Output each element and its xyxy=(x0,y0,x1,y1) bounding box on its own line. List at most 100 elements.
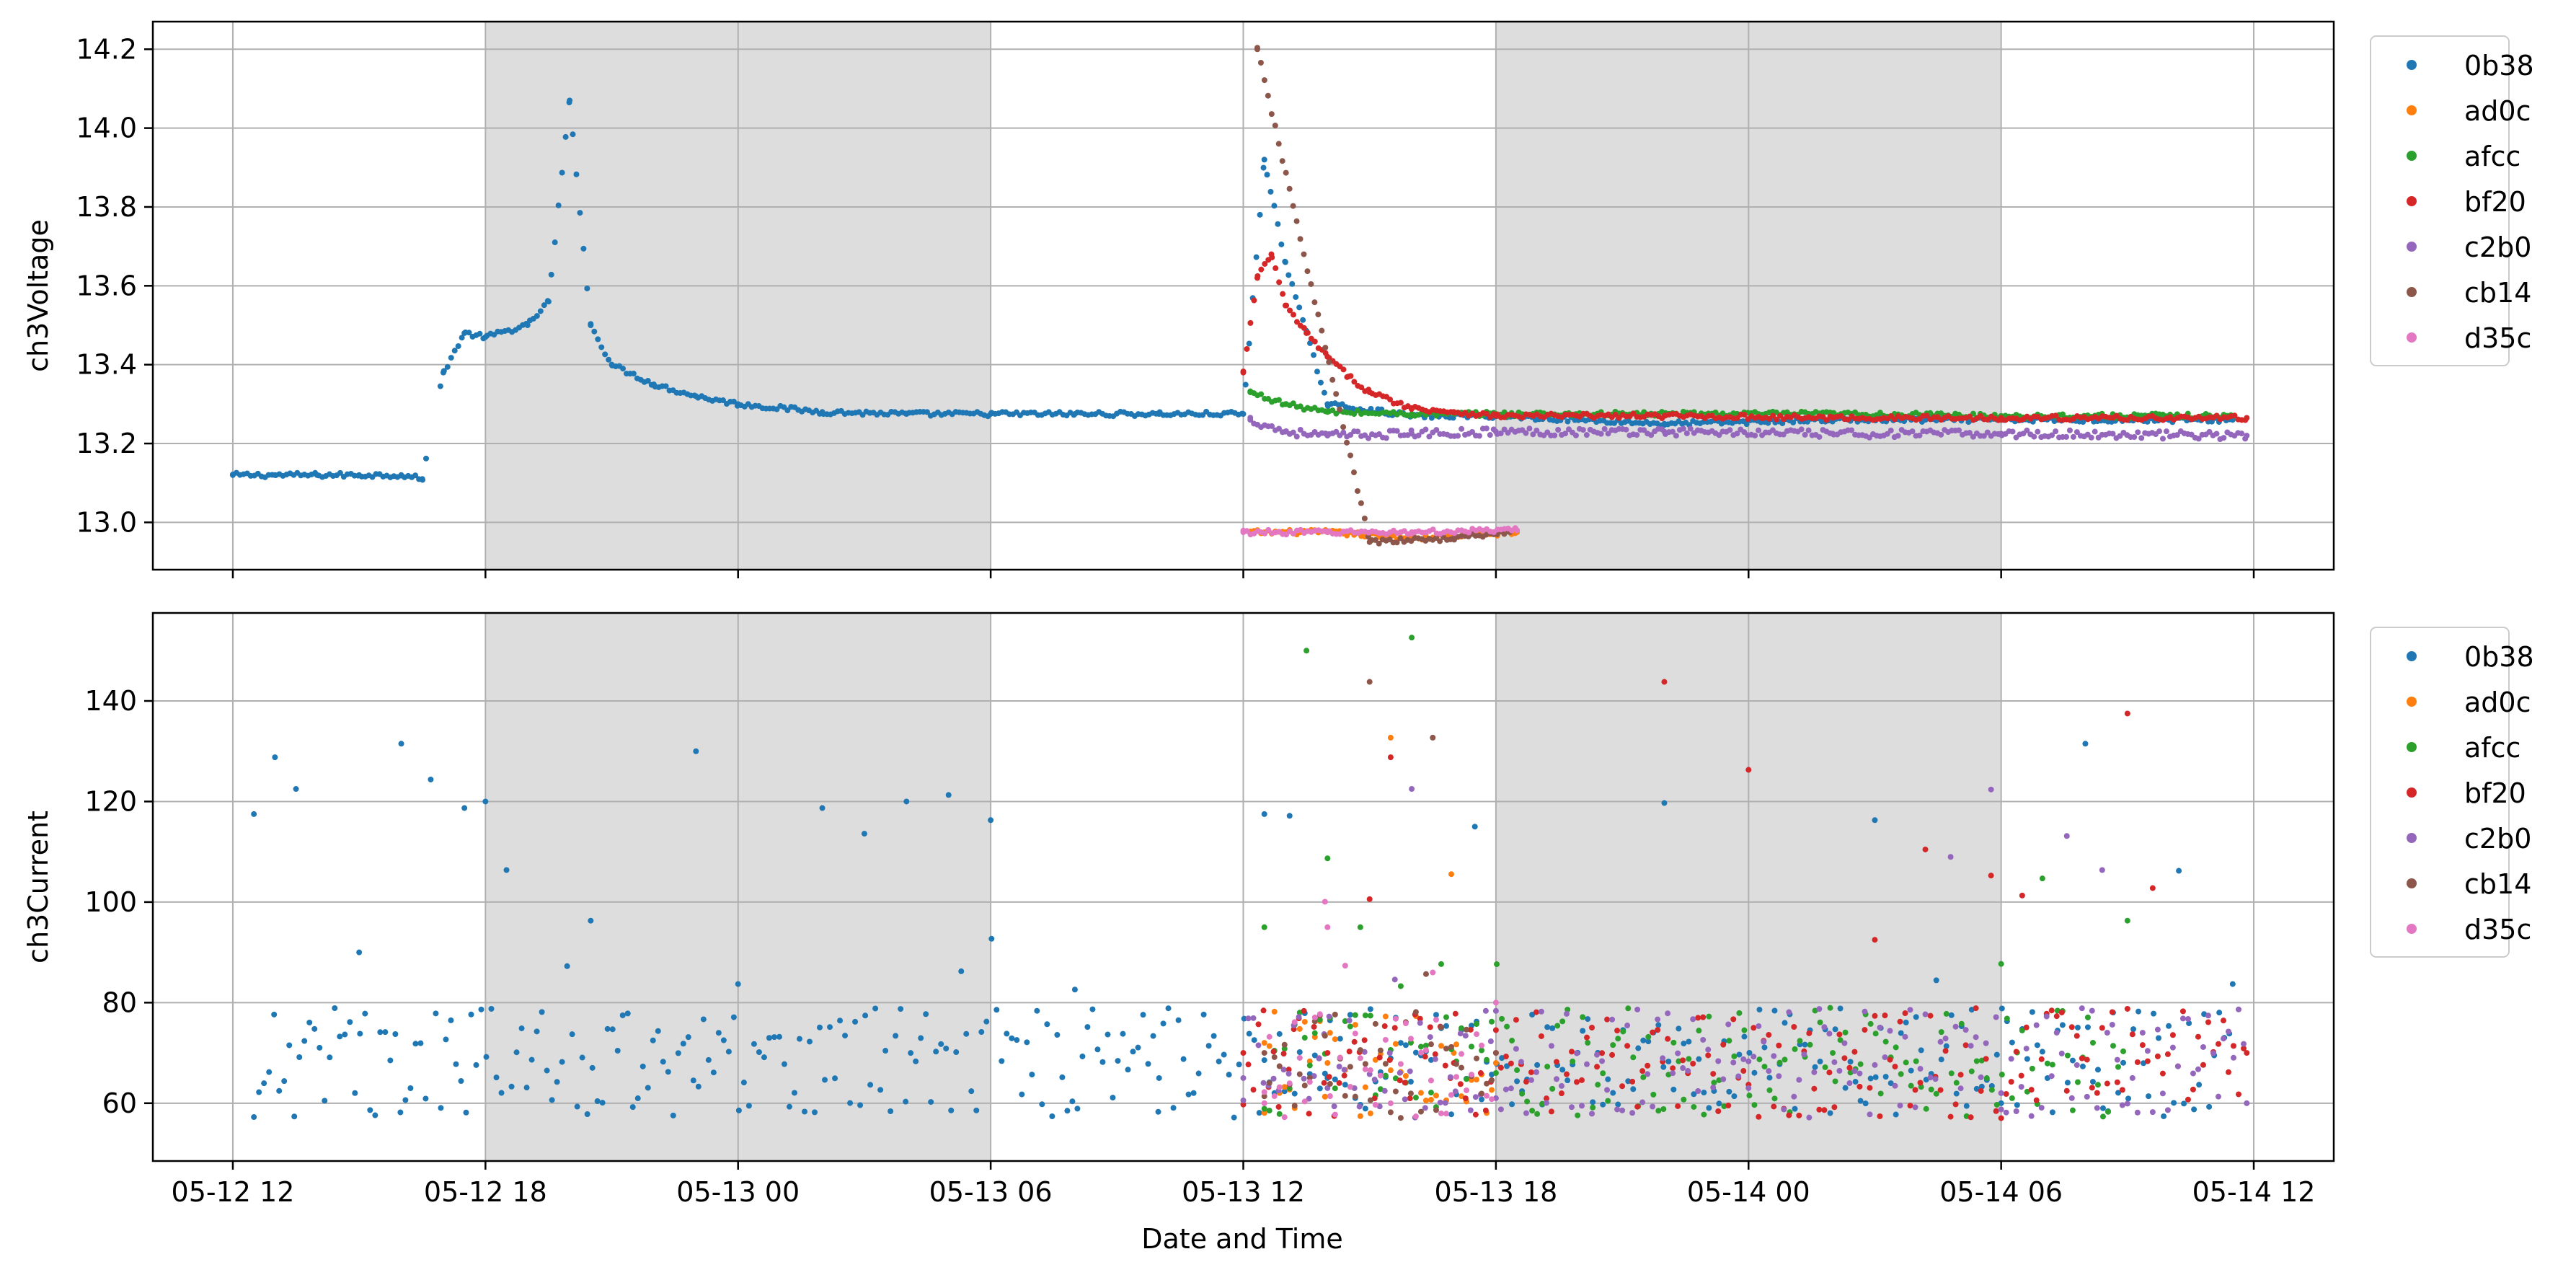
point-c2b0 xyxy=(1720,1076,1727,1082)
point-0b38 xyxy=(1645,1038,1652,1045)
point-0b38 xyxy=(1071,987,1078,993)
point-c2b0 xyxy=(1355,428,1361,435)
point-0b38 xyxy=(1125,1067,1131,1073)
point-0b38 xyxy=(272,754,278,761)
point-c2b0 xyxy=(1877,1024,1883,1030)
point-bf20 xyxy=(2220,1018,2226,1024)
point-bf20 xyxy=(1734,415,1740,421)
point-afcc xyxy=(1519,1090,1526,1097)
point-c2b0 xyxy=(1766,1068,1772,1074)
point-ad0c xyxy=(1362,1084,1368,1090)
point-c2b0 xyxy=(1966,430,1973,436)
point-0b38 xyxy=(801,1108,807,1115)
point-cb14 xyxy=(1382,1061,1389,1067)
point-cb14 xyxy=(1296,1071,1303,1077)
point-c2b0 xyxy=(1469,428,1475,435)
point-0b38 xyxy=(1696,1056,1702,1062)
point-c2b0 xyxy=(1275,425,1282,432)
point-bf20 xyxy=(2028,1087,2035,1093)
point-0b38 xyxy=(630,371,637,377)
legend-entry-label: cb14 xyxy=(2464,868,2531,900)
point-0b38 xyxy=(1676,1025,1682,1032)
point-bf20 xyxy=(2213,412,2220,419)
point-c2b0 xyxy=(1641,427,1647,433)
point-c2b0 xyxy=(1927,1074,1934,1081)
point-0b38 xyxy=(882,1048,889,1054)
point-d35c xyxy=(1492,999,1499,1006)
point-bf20 xyxy=(1391,1025,1398,1031)
point-c2b0 xyxy=(1604,1087,1611,1093)
point-c2b0 xyxy=(1306,1095,1312,1102)
point-afcc xyxy=(1474,1020,1480,1027)
point-afcc xyxy=(1998,961,2004,967)
point-d35c xyxy=(1387,1100,1394,1106)
point-afcc xyxy=(1534,1111,1541,1117)
point-0b38 xyxy=(317,1044,323,1051)
point-afcc xyxy=(2009,1095,2015,1101)
point-d35c xyxy=(1392,1015,1399,1022)
point-d35c xyxy=(1484,1093,1490,1099)
point-c2b0 xyxy=(1562,431,1569,437)
point-afcc xyxy=(1953,1080,1960,1086)
point-c2b0 xyxy=(1394,428,1400,434)
point-bf20 xyxy=(1528,1069,1534,1075)
point-c2b0 xyxy=(1780,431,1787,438)
point-0b38 xyxy=(1271,203,1278,209)
point-c2b0 xyxy=(1801,1051,1807,1058)
point-cb14 xyxy=(1342,1093,1348,1099)
point-c2b0 xyxy=(1867,1111,1873,1118)
point-0b38 xyxy=(2125,1095,2132,1102)
point-cb14 xyxy=(1254,46,1260,53)
point-afcc xyxy=(2099,1113,2106,1120)
point-c2b0 xyxy=(1841,1040,1848,1046)
point-bf20 xyxy=(1670,1065,1676,1072)
point-0b38 xyxy=(1267,188,1274,195)
point-bf20 xyxy=(1836,1031,1843,1038)
point-cb14 xyxy=(1464,1026,1470,1033)
legend-entry-label: 0b38 xyxy=(2464,50,2534,81)
point-0b38 xyxy=(559,169,565,176)
point-c2b0 xyxy=(2190,1070,2196,1077)
point-bf20 xyxy=(1856,1083,1863,1090)
point-cb14 xyxy=(1453,1061,1459,1067)
point-afcc xyxy=(1830,1050,1836,1056)
point-bf20 xyxy=(1998,415,2004,421)
point-afcc xyxy=(1438,961,1444,967)
point-c2b0 xyxy=(2131,434,2138,441)
point-0b38 xyxy=(924,409,930,415)
legend-marker xyxy=(2407,332,2417,343)
point-c2b0 xyxy=(2023,1046,2030,1052)
point-ad0c xyxy=(1322,1093,1328,1100)
point-bf20 xyxy=(1796,1112,1802,1118)
point-0b38 xyxy=(602,351,608,358)
point-0b38 xyxy=(730,1014,737,1020)
point-0b38 xyxy=(2069,1057,2076,1064)
point-bf20 xyxy=(1579,1077,1585,1083)
point-0b38 xyxy=(392,1030,399,1037)
point-bf20 xyxy=(1387,396,1394,402)
point-bf20 xyxy=(1492,1027,1499,1033)
point-bf20 xyxy=(1599,1050,1606,1056)
point-afcc xyxy=(1943,1010,1949,1017)
point-0b38 xyxy=(1257,211,1263,218)
point-0b38 xyxy=(555,202,562,208)
point-c2b0 xyxy=(1897,1103,1903,1109)
point-c2b0 xyxy=(1796,1077,1802,1083)
point-0b38 xyxy=(624,1010,631,1017)
point-0b38 xyxy=(655,1028,661,1034)
point-c2b0 xyxy=(2236,1006,2242,1012)
point-0b38 xyxy=(650,1037,656,1043)
point-0b38 xyxy=(1761,1044,1768,1051)
point-c2b0 xyxy=(1572,432,1579,438)
point-cb14 xyxy=(1489,1077,1495,1083)
point-c2b0 xyxy=(1297,426,1304,433)
point-c2b0 xyxy=(2110,431,2116,437)
point-c2b0 xyxy=(2164,1107,2171,1113)
point-0b38 xyxy=(1105,1031,1111,1038)
point-c2b0 xyxy=(1296,1014,1302,1020)
legend-entry-label: afcc xyxy=(2464,141,2520,172)
point-afcc xyxy=(1529,1108,1536,1114)
point-0b38 xyxy=(857,1102,864,1108)
point-c2b0 xyxy=(1993,1014,1999,1020)
point-c2b0 xyxy=(1333,428,1340,435)
